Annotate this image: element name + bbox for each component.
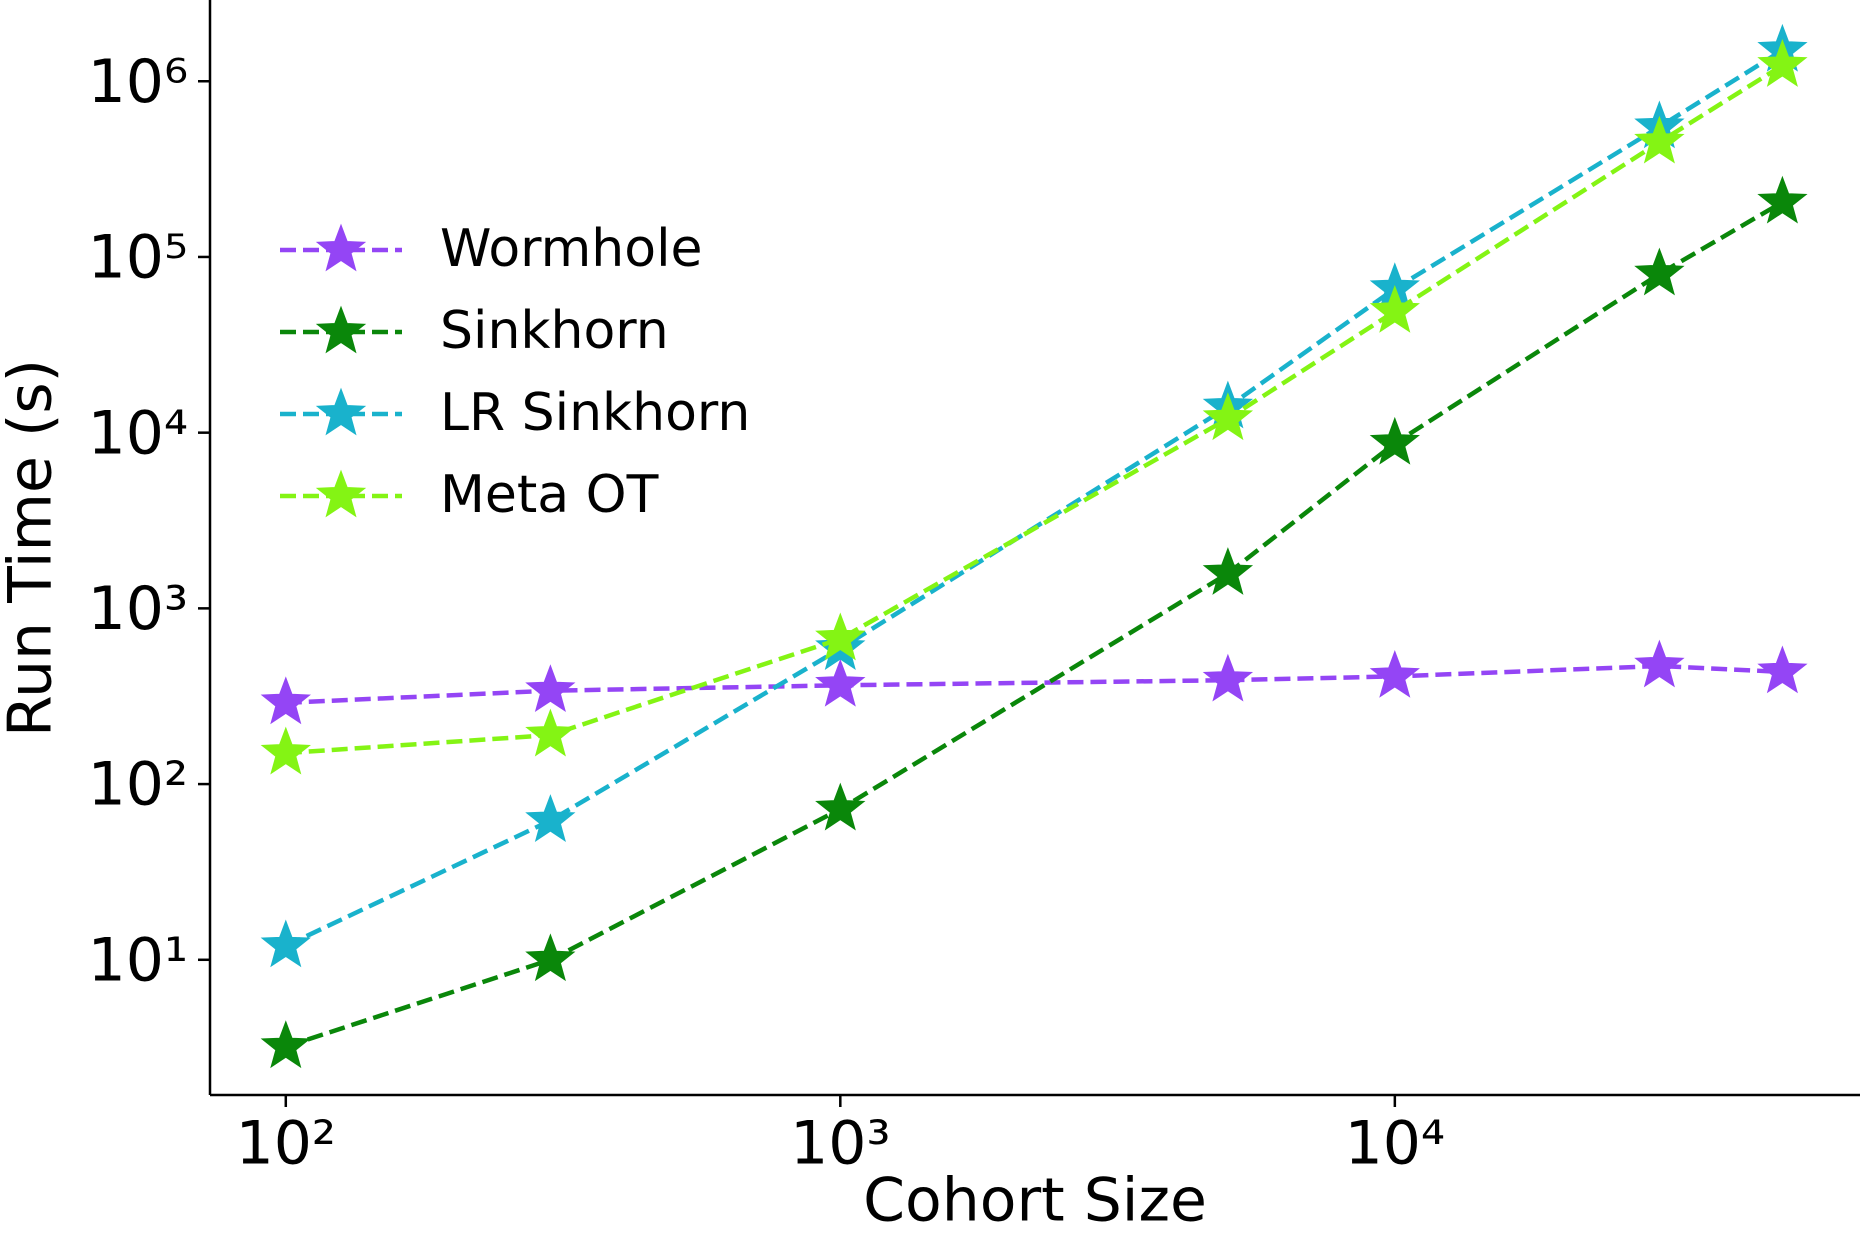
star-marker [1202, 547, 1254, 595]
star-marker [1634, 639, 1685, 688]
star-marker [260, 676, 311, 725]
legend-marker [315, 305, 367, 354]
star-marker [815, 782, 866, 831]
star-marker [260, 919, 311, 968]
star-marker [260, 726, 311, 775]
legend-label: Meta OT [440, 465, 659, 525]
legend-label: Sinkhorn [440, 301, 669, 361]
star-marker [525, 708, 576, 757]
y-tick-label: 10¹ [88, 925, 188, 995]
star-marker [525, 664, 576, 713]
star-marker [1757, 645, 1808, 694]
x-tick-label: 10² [236, 1109, 336, 1179]
x-axis-label: Cohort Size [863, 1166, 1207, 1236]
star-marker [1369, 416, 1420, 465]
legend-marker [315, 469, 367, 518]
legend-marker [315, 223, 367, 272]
star-marker [1202, 653, 1254, 702]
star-marker [815, 612, 866, 661]
star-marker [525, 794, 576, 842]
y-tick-label: 10³ [88, 574, 188, 644]
star-marker [525, 933, 576, 982]
star-marker [1757, 38, 1808, 87]
series-line [285, 663, 1783, 706]
legend-label: LR Sinkhorn [440, 383, 750, 443]
star-marker [1634, 115, 1685, 164]
y-tick-label: 10² [88, 750, 188, 820]
star-marker [260, 1020, 311, 1069]
star-marker [1634, 247, 1685, 296]
y-axis-label: Run Time (s) [0, 359, 66, 737]
legend-marker [315, 387, 367, 436]
legend-label: Wormhole [440, 219, 703, 279]
star-marker [815, 658, 866, 707]
y-tick-label: 10⁵ [88, 223, 188, 293]
star-marker [1369, 284, 1420, 333]
y-tick-label: 10⁴ [88, 398, 188, 468]
star-marker [1369, 649, 1420, 698]
x-tick-label: 10⁴ [1345, 1109, 1445, 1179]
x-tick-label: 10³ [790, 1109, 890, 1179]
star-marker [1757, 175, 1808, 224]
y-tick-label: 10⁶ [88, 47, 188, 117]
star-marker [1202, 392, 1254, 441]
